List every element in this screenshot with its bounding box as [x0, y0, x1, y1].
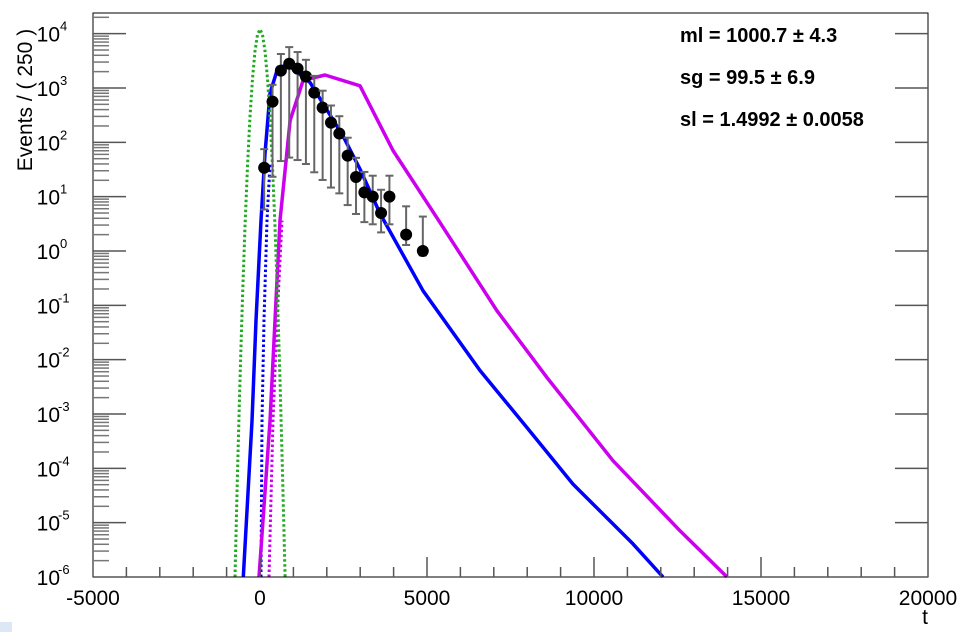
x-tick-label: 10000	[565, 587, 623, 610]
y-tick-label-base: 10	[37, 187, 60, 210]
data-point	[299, 70, 312, 83]
data-point	[291, 62, 304, 75]
y-axis-label: Events / ( 250 )	[14, 29, 37, 171]
data-point	[258, 161, 271, 174]
y-tick-label-base: 10	[37, 24, 60, 47]
y-tick-label-exponent: 1	[60, 182, 67, 197]
y-tick-label-exponent: -2	[58, 345, 70, 360]
data-point	[366, 190, 379, 203]
data-point	[333, 127, 346, 140]
stat-ml: ml = 1000.7 ± 4.3	[680, 25, 837, 47]
series-line-2	[257, 73, 729, 579]
y-tick-label-base: 10	[37, 513, 60, 536]
data-point	[383, 190, 396, 203]
y-tick-label-exponent: -3	[58, 399, 70, 414]
y-tick-label-exponent: 3	[60, 73, 67, 88]
data-points	[258, 46, 429, 257]
x-tick-label: 5000	[404, 587, 451, 610]
y-tick-label-base: 10	[37, 241, 60, 264]
y-tick-label-exponent: -4	[58, 453, 70, 468]
x-axis-label: t	[922, 606, 928, 629]
y-tick-label-exponent: -6	[58, 562, 70, 577]
corner-decoration	[0, 622, 12, 632]
data-point	[274, 64, 287, 77]
y-tick-label-base: 10	[37, 350, 60, 373]
y-tick-label-base: 10	[37, 78, 60, 101]
data-point	[400, 228, 413, 241]
x-tick-label: -5000	[66, 587, 120, 610]
data-point	[316, 101, 329, 114]
data-point	[308, 86, 321, 99]
y-tick-label-base: 10	[37, 458, 60, 481]
x-tick-label: 15000	[732, 587, 790, 610]
stat-sg: sg = 99.5 ± 6.9	[680, 67, 815, 89]
data-point	[324, 116, 337, 129]
data-point	[341, 149, 354, 162]
y-tick-label-exponent: 4	[60, 19, 67, 34]
y-tick-label-exponent: 0	[60, 236, 67, 251]
x-axis: -5000 0 5000 10000 15000 20000	[66, 557, 957, 610]
data-point	[266, 95, 279, 108]
plot-frame	[92, 12, 929, 578]
data-point	[350, 171, 363, 184]
data-point	[416, 244, 429, 257]
series-line-1	[259, 164, 272, 578]
data-point	[375, 207, 388, 220]
x-tick-label: 0	[254, 587, 266, 610]
series-line-3	[267, 220, 284, 578]
y-tick-label-base: 10	[37, 404, 60, 427]
y-tick-label-exponent: -5	[58, 508, 70, 523]
y-tick-label-exponent: -1	[58, 290, 70, 305]
stat-sl: sl = 1.4992 ± 0.0058	[680, 109, 864, 131]
x-tick-label: 20000	[899, 587, 957, 610]
y-tick-label-exponent: 2	[60, 127, 67, 142]
curves	[233, 27, 729, 579]
y-tick-label-base: 10	[37, 132, 60, 155]
y-tick-label-base: 10	[37, 567, 60, 590]
y-tick-label-base: 10	[37, 295, 60, 318]
